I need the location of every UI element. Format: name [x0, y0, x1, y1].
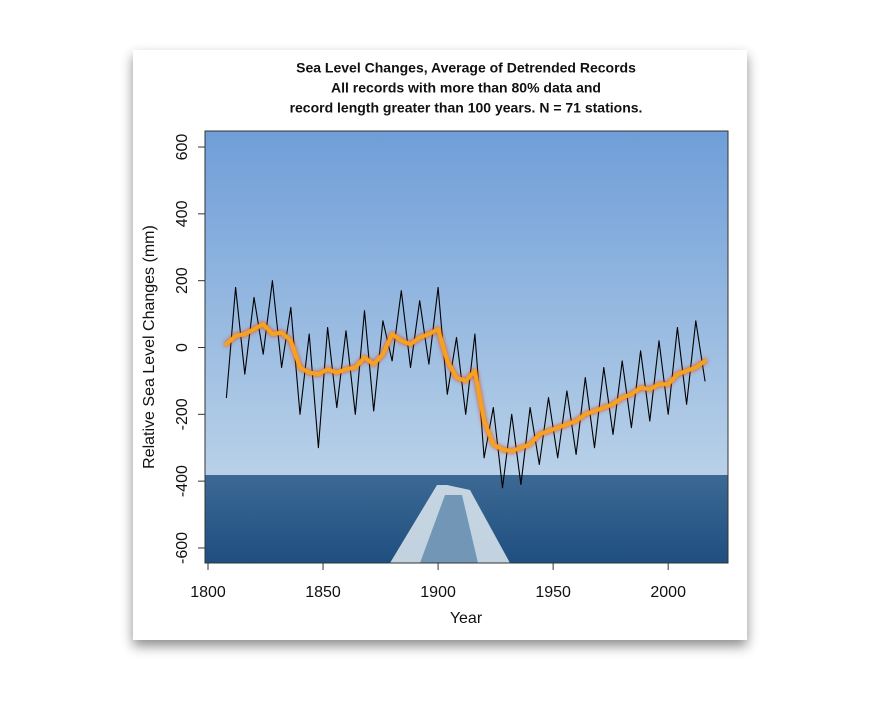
data-line	[225, 280, 706, 489]
chart-title: All records with more than 80% data and	[331, 80, 601, 96]
y-tick-label: -600	[174, 532, 191, 564]
y-tick-label: 0	[174, 343, 191, 352]
chart-title: Sea Level Changes, Average of Detrended …	[296, 60, 636, 76]
y-tick-label: -400	[174, 465, 191, 497]
y-axis-label: Relative Sea Level Changes (mm)	[141, 225, 158, 469]
wake-center	[420, 495, 478, 563]
smoothed-line	[224, 322, 707, 454]
x-tick-label: 1900	[420, 584, 456, 601]
y-tick-label: 200	[174, 267, 191, 294]
plot	[224, 280, 707, 489]
sky	[205, 131, 728, 475]
chart-title: record length greater than 100 years. N …	[290, 100, 643, 116]
y-tick-label: 600	[174, 134, 191, 161]
x-tick-label: 1950	[535, 584, 571, 601]
x-tick-label: 1800	[190, 584, 226, 601]
y-tick-label: 400	[174, 200, 191, 227]
y-tick-label: -200	[174, 398, 191, 430]
x-axis-label: Year	[450, 610, 483, 627]
plot-frame	[204, 130, 729, 564]
x-tick-label: 2000	[650, 584, 686, 601]
x-tick-label: 1850	[305, 584, 341, 601]
